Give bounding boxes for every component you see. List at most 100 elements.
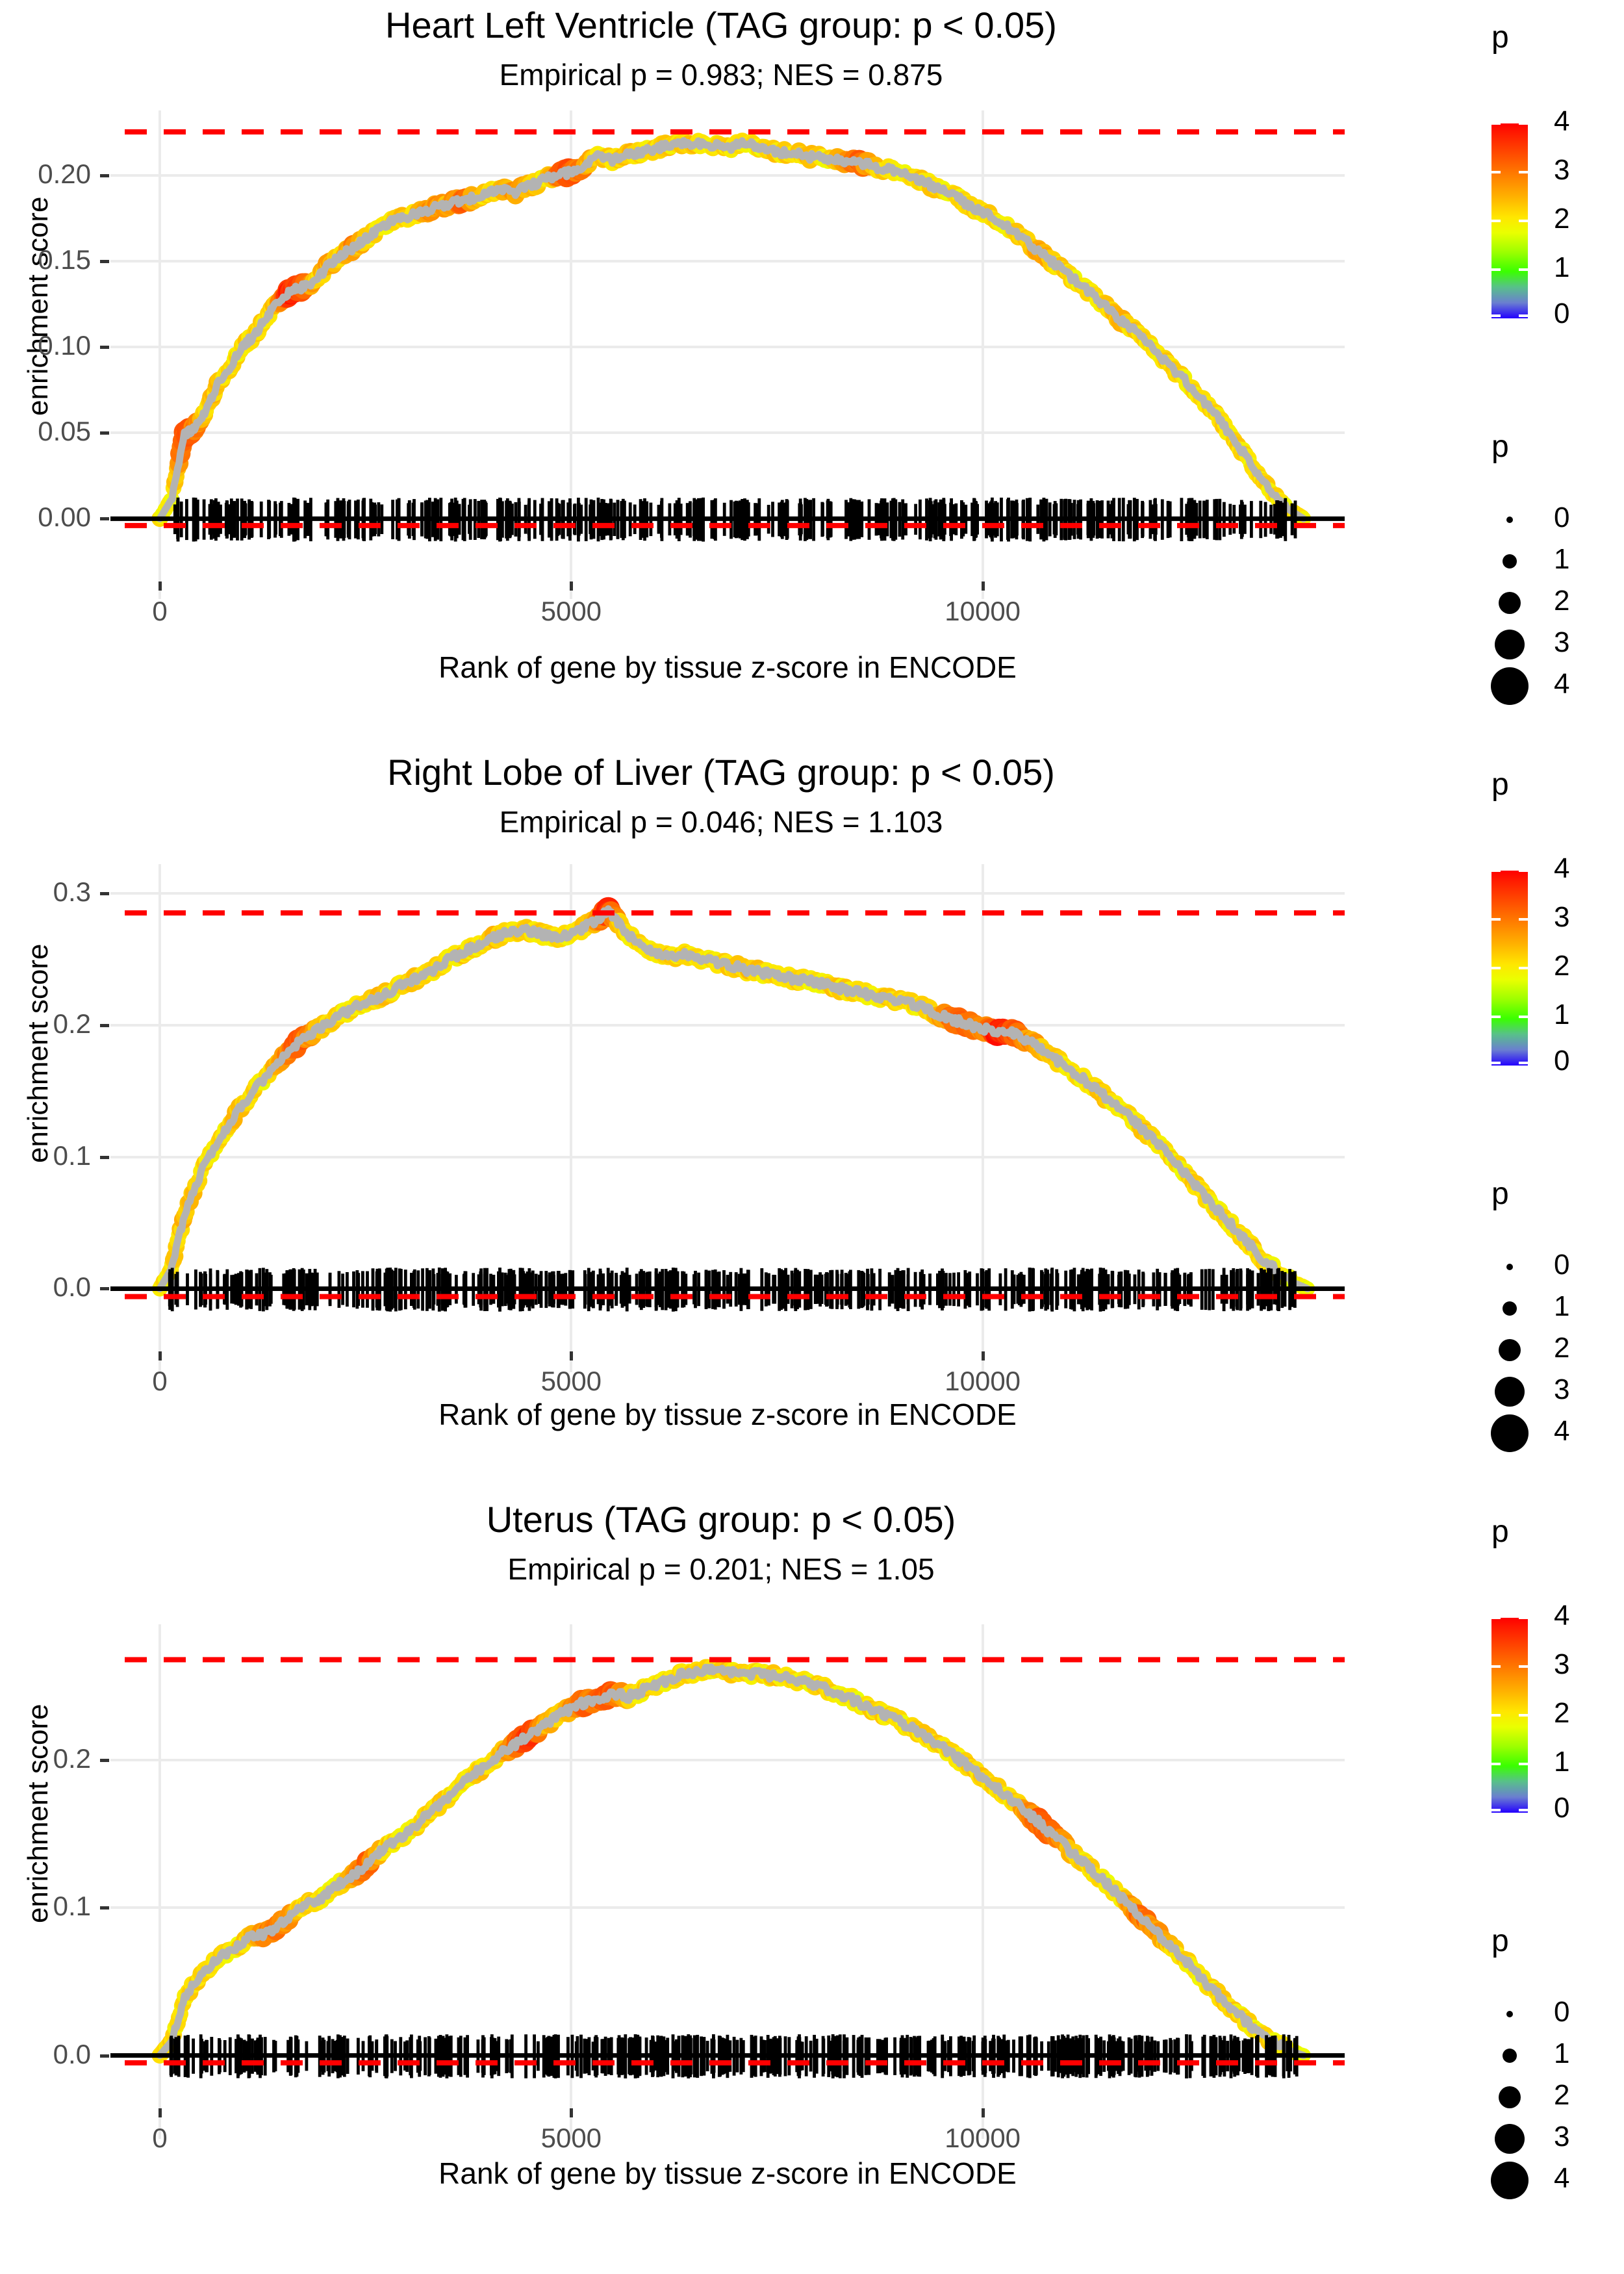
y-axis-tick-mark <box>100 517 109 521</box>
panel-subtitle: Empirical p = 0.983; NES = 0.875 <box>499 58 943 92</box>
size-legend-title: p <box>1491 1924 1509 1958</box>
size-legend-dot <box>1503 554 1517 568</box>
y-axis-tick-label: 0.10 <box>38 330 91 361</box>
gridline-horizontal <box>110 891 1345 895</box>
x-axis-tick-mark <box>159 581 162 591</box>
x-axis-tick-mark <box>981 1351 985 1361</box>
size-legend-dot <box>1491 1414 1529 1452</box>
panel-title: Right Lobe of Liver (TAG group: p < 0.05… <box>387 752 1055 793</box>
y-axis-tick-label: 0.2 <box>53 1008 91 1039</box>
size-legend-title: p <box>1491 429 1509 464</box>
panel-title: Heart Left Ventricle (TAG group: p < 0.0… <box>385 5 1057 45</box>
colorbar-tick-mark <box>1491 1809 1501 1811</box>
size-legend-dot <box>1506 517 1513 523</box>
size-legend-label: 1 <box>1554 1290 1570 1322</box>
panel-subtitle: Empirical p = 0.201; NES = 1.05 <box>507 1552 935 1586</box>
y-axis-tick-mark <box>100 1155 109 1159</box>
size-legend-label: 1 <box>1554 543 1570 575</box>
gridline-vertical <box>570 864 573 1372</box>
size-legend-dot <box>1499 592 1521 614</box>
y-axis-tick-label: 0.0 <box>53 1271 91 1303</box>
size-legend-dot <box>1506 2011 1513 2017</box>
size-legend-label: 2 <box>1554 585 1570 617</box>
x-axis-tick-label: 0 <box>152 2123 168 2153</box>
y-axis-tick-mark <box>100 1287 109 1291</box>
colorbar-tick-mark <box>1519 869 1528 872</box>
size-legend-label: 4 <box>1554 668 1570 700</box>
colorbar-tick-mark <box>1491 1616 1501 1619</box>
x-axis-tick-mark <box>159 2108 162 2117</box>
colorbar-tick-mark <box>1519 1763 1528 1765</box>
colorbar-tick-label: 3 <box>1554 901 1570 933</box>
gridline-horizontal <box>110 1155 1345 1158</box>
size-legend-label: 3 <box>1554 626 1570 658</box>
enrichment-running-line <box>156 137 1308 522</box>
gene-rug-ticks <box>173 497 1297 542</box>
gridline-vertical <box>159 1624 161 2139</box>
gridline-vertical <box>981 1624 984 2139</box>
gsea-panel-uterus: Uterus (TAG group: p < 0.05) Empirical p… <box>0 1494 1624 2235</box>
colorbar-tick-label: 1 <box>1554 1746 1570 1778</box>
colorbar-tick-mark <box>1491 918 1501 921</box>
x-axis-tick-mark <box>570 2108 574 2117</box>
y-axis-tick-label: 0.00 <box>38 502 91 533</box>
gridline-horizontal <box>110 431 1345 435</box>
x-axis-tick-mark <box>570 1351 574 1361</box>
size-legend-dot <box>1491 667 1529 705</box>
panel-subtitle: Empirical p = 0.046; NES = 1.103 <box>499 805 943 839</box>
y-axis-tick-label: 0.1 <box>53 1891 91 1922</box>
colorbar-tick-mark <box>1519 220 1528 222</box>
size-legend-label: 0 <box>1554 502 1570 533</box>
colorbar-tick-label: 4 <box>1554 105 1570 137</box>
gene-rug-ticks <box>169 2034 1299 2078</box>
gsea-panel-right-lobe-of-liver: Right Lobe of Liver (TAG group: p < 0.05… <box>0 747 1624 1488</box>
plot-area <box>110 864 1345 1372</box>
colorbar-tick-label: 0 <box>1554 1792 1570 1824</box>
enrichment-curve-svg <box>110 897 1345 1312</box>
x-axis-tick-label: 10000 <box>945 1366 1021 1396</box>
x-axis-tick-label: 0 <box>152 1366 168 1396</box>
colorbar-tick-mark <box>1491 1763 1501 1765</box>
enrichment-curve-svg <box>110 129 1345 542</box>
y-axis-tick-mark <box>100 2054 109 2058</box>
colorbar-tick-mark <box>1491 220 1501 222</box>
colorbar-tick-mark <box>1519 122 1528 125</box>
size-legend-label: 3 <box>1554 1373 1570 1405</box>
colorbar-tick-label: 2 <box>1554 203 1570 235</box>
x-axis-tick-label: 0 <box>152 596 168 626</box>
enrichment-running-line <box>156 905 1312 1292</box>
size-legend-dot <box>1495 1377 1525 1407</box>
enrichment-running-line <box>156 1663 1308 2060</box>
y-axis-tick-mark <box>100 1023 109 1027</box>
colorbar-tick-label: 0 <box>1554 1045 1570 1077</box>
size-legend-dot <box>1499 1339 1521 1361</box>
gridline-horizontal <box>110 1023 1345 1027</box>
colorbar-tick-mark <box>1519 314 1528 317</box>
y-axis-tick-mark <box>100 891 109 895</box>
colorbar-tick-mark <box>1491 268 1501 271</box>
colorbar-tick-mark <box>1491 1062 1501 1064</box>
gridline-vertical <box>570 110 573 599</box>
y-axis-tick-label: 0.3 <box>53 876 91 907</box>
colorbar-tick-label: 1 <box>1554 251 1570 283</box>
y-axis-label: enrichment score <box>22 943 54 1163</box>
x-axis-tick-mark <box>159 1351 162 1361</box>
colorbar-tick-mark <box>1491 1714 1501 1717</box>
colorbar-tick-mark <box>1519 967 1528 969</box>
gridline-horizontal <box>110 1906 1345 1910</box>
colorbar-tick-mark <box>1519 1616 1528 1619</box>
gridline-horizontal <box>110 346 1345 349</box>
colorbar-tick-mark <box>1519 1016 1528 1018</box>
x-axis-label: Rank of gene by tissue z-score in ENCODE <box>438 650 1017 684</box>
gridline-horizontal <box>110 260 1345 263</box>
size-legend-dot <box>1495 2124 1525 2154</box>
colorbar-tick-mark <box>1491 1665 1501 1668</box>
x-axis-label: Rank of gene by tissue z-score in ENCODE <box>438 1398 1017 1431</box>
colorbar-tick-mark <box>1491 314 1501 317</box>
size-legend-label: 2 <box>1554 1332 1570 1364</box>
size-legend-title: p <box>1491 1177 1509 1211</box>
gsea-panel-heart-left-ventricle: Heart Left Ventricle (TAG group: p < 0.0… <box>0 0 1624 741</box>
size-legend-dot <box>1499 2086 1521 2108</box>
colorbar-tick-mark <box>1519 171 1528 173</box>
colorbar-tick-mark <box>1491 1016 1501 1018</box>
